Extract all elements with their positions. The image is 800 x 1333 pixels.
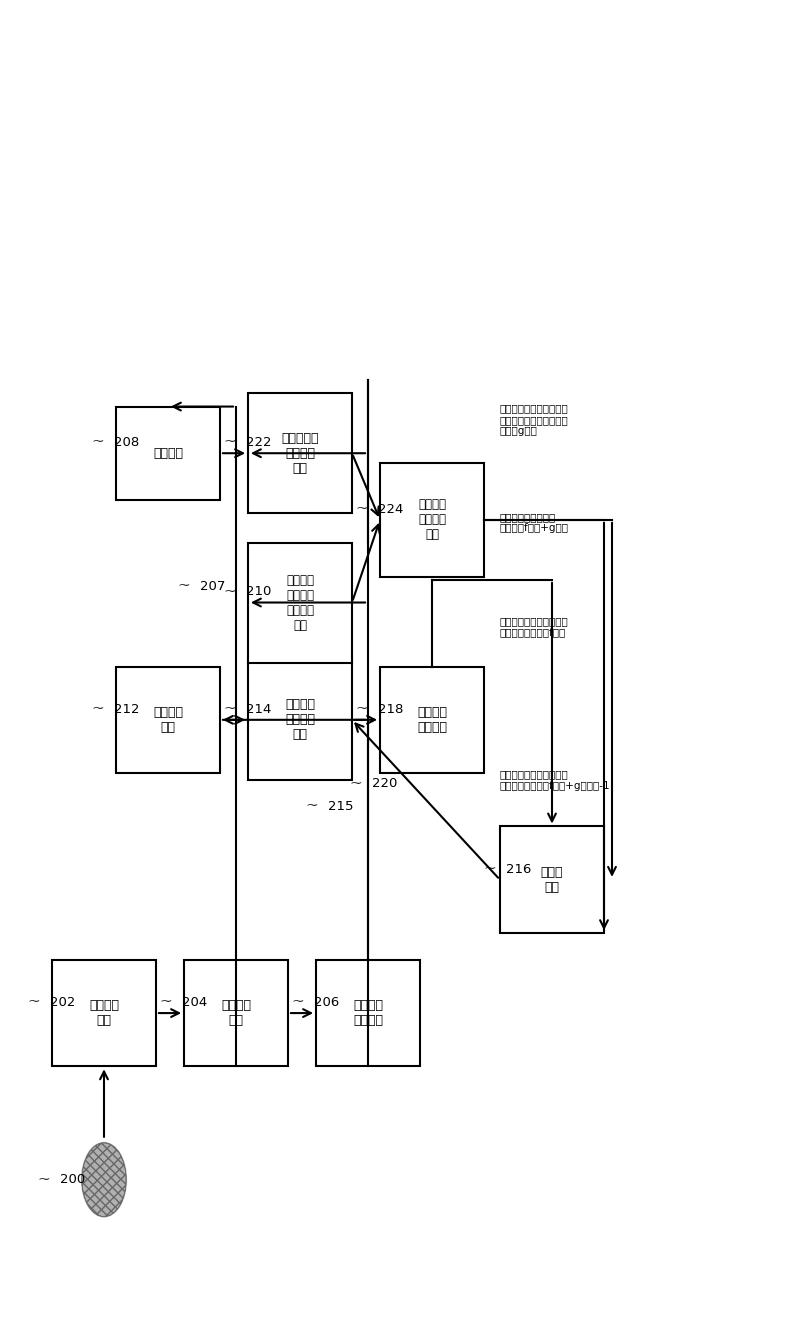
FancyBboxPatch shape	[184, 960, 288, 1066]
Text: 校正模块: 校正模块	[153, 447, 183, 460]
FancyBboxPatch shape	[248, 393, 352, 513]
Text: 200: 200	[60, 1173, 86, 1186]
FancyBboxPatch shape	[116, 666, 220, 773]
Text: ~: ~	[38, 1173, 50, 1186]
Circle shape	[82, 1142, 126, 1217]
Text: ~: ~	[223, 436, 236, 449]
Text: 激镀工艺
模块: 激镀工艺 模块	[153, 705, 183, 734]
Text: 控制器
模块: 控制器 模块	[541, 865, 563, 894]
Text: 化学机械
抛光工艺
模块: 化学机械 抛光工艺 模块	[285, 698, 315, 741]
Text: ~: ~	[355, 503, 368, 516]
Text: ~: ~	[178, 580, 190, 593]
Text: ~: ~	[223, 585, 236, 599]
Text: 212: 212	[114, 702, 139, 716]
Text: 例如，多重解析模型
的函数＝f（）+g（）: 例如，多重解析模型 的函数＝f（）+g（）	[500, 512, 569, 533]
Text: ~: ~	[223, 702, 236, 716]
Text: 化学机械
抛光工艺
模型建立
模块: 化学机械 抛光工艺 模型建立 模块	[286, 573, 314, 632]
Text: 光刻工艺
模块: 光刻工艺 模块	[89, 998, 119, 1028]
FancyBboxPatch shape	[500, 826, 604, 933]
FancyBboxPatch shape	[116, 407, 220, 500]
Text: 例如，化学机械抛光工艺
工艺模型的函数＝f（）: 例如，化学机械抛光工艺 工艺模型的函数＝f（）	[500, 616, 569, 637]
Text: 220: 220	[372, 777, 398, 790]
Text: ~: ~	[483, 862, 496, 876]
Text: 222: 222	[246, 436, 271, 449]
Text: 沟槽深度
测量模块: 沟槽深度 测量模块	[353, 998, 383, 1028]
FancyBboxPatch shape	[248, 660, 352, 780]
Text: 207: 207	[200, 580, 226, 593]
FancyBboxPatch shape	[248, 543, 352, 663]
Text: 202: 202	[50, 996, 75, 1009]
Text: ~: ~	[159, 996, 172, 1009]
Text: 216: 216	[506, 862, 531, 876]
Text: 204: 204	[182, 996, 207, 1009]
Text: 210: 210	[246, 585, 271, 599]
FancyBboxPatch shape	[52, 960, 156, 1066]
Text: ~: ~	[91, 436, 104, 449]
Text: ~: ~	[306, 800, 318, 813]
Text: ~: ~	[91, 702, 104, 716]
Text: 铜膜厚度
测量模块: 铜膜厚度 测量模块	[417, 705, 447, 734]
Text: 214: 214	[246, 702, 271, 716]
Text: 224: 224	[378, 503, 403, 516]
Text: 208: 208	[114, 436, 139, 449]
Text: ~: ~	[350, 777, 362, 790]
Text: ~: ~	[291, 996, 304, 1009]
Text: 206: 206	[314, 996, 339, 1009]
Text: 例如，沟槽深度测量校正
数据的有效部分的模型的
函数＝g（）: 例如，沟槽深度测量校正 数据的有效部分的模型的 函数＝g（）	[500, 404, 569, 436]
Text: ~: ~	[27, 996, 40, 1009]
FancyBboxPatch shape	[380, 666, 484, 773]
Text: 测量画校正
测量制立
模块: 测量画校正 测量制立 模块	[282, 432, 318, 475]
Text: ~: ~	[355, 702, 368, 716]
Text: 218: 218	[378, 702, 403, 716]
Text: 蚀刻工艺
模块: 蚀刻工艺 模块	[221, 998, 251, 1028]
Text: 多重解析
模型建立
模块: 多重解析 模型建立 模块	[418, 499, 446, 541]
FancyBboxPatch shape	[380, 464, 484, 576]
Text: 例如，化学机械抛光工艺
模型的反函数＝（f（）+g（））-1: 例如，化学机械抛光工艺 模型的反函数＝（f（）+g（））-1	[500, 769, 610, 790]
FancyBboxPatch shape	[316, 960, 420, 1066]
Text: 215: 215	[328, 800, 354, 813]
